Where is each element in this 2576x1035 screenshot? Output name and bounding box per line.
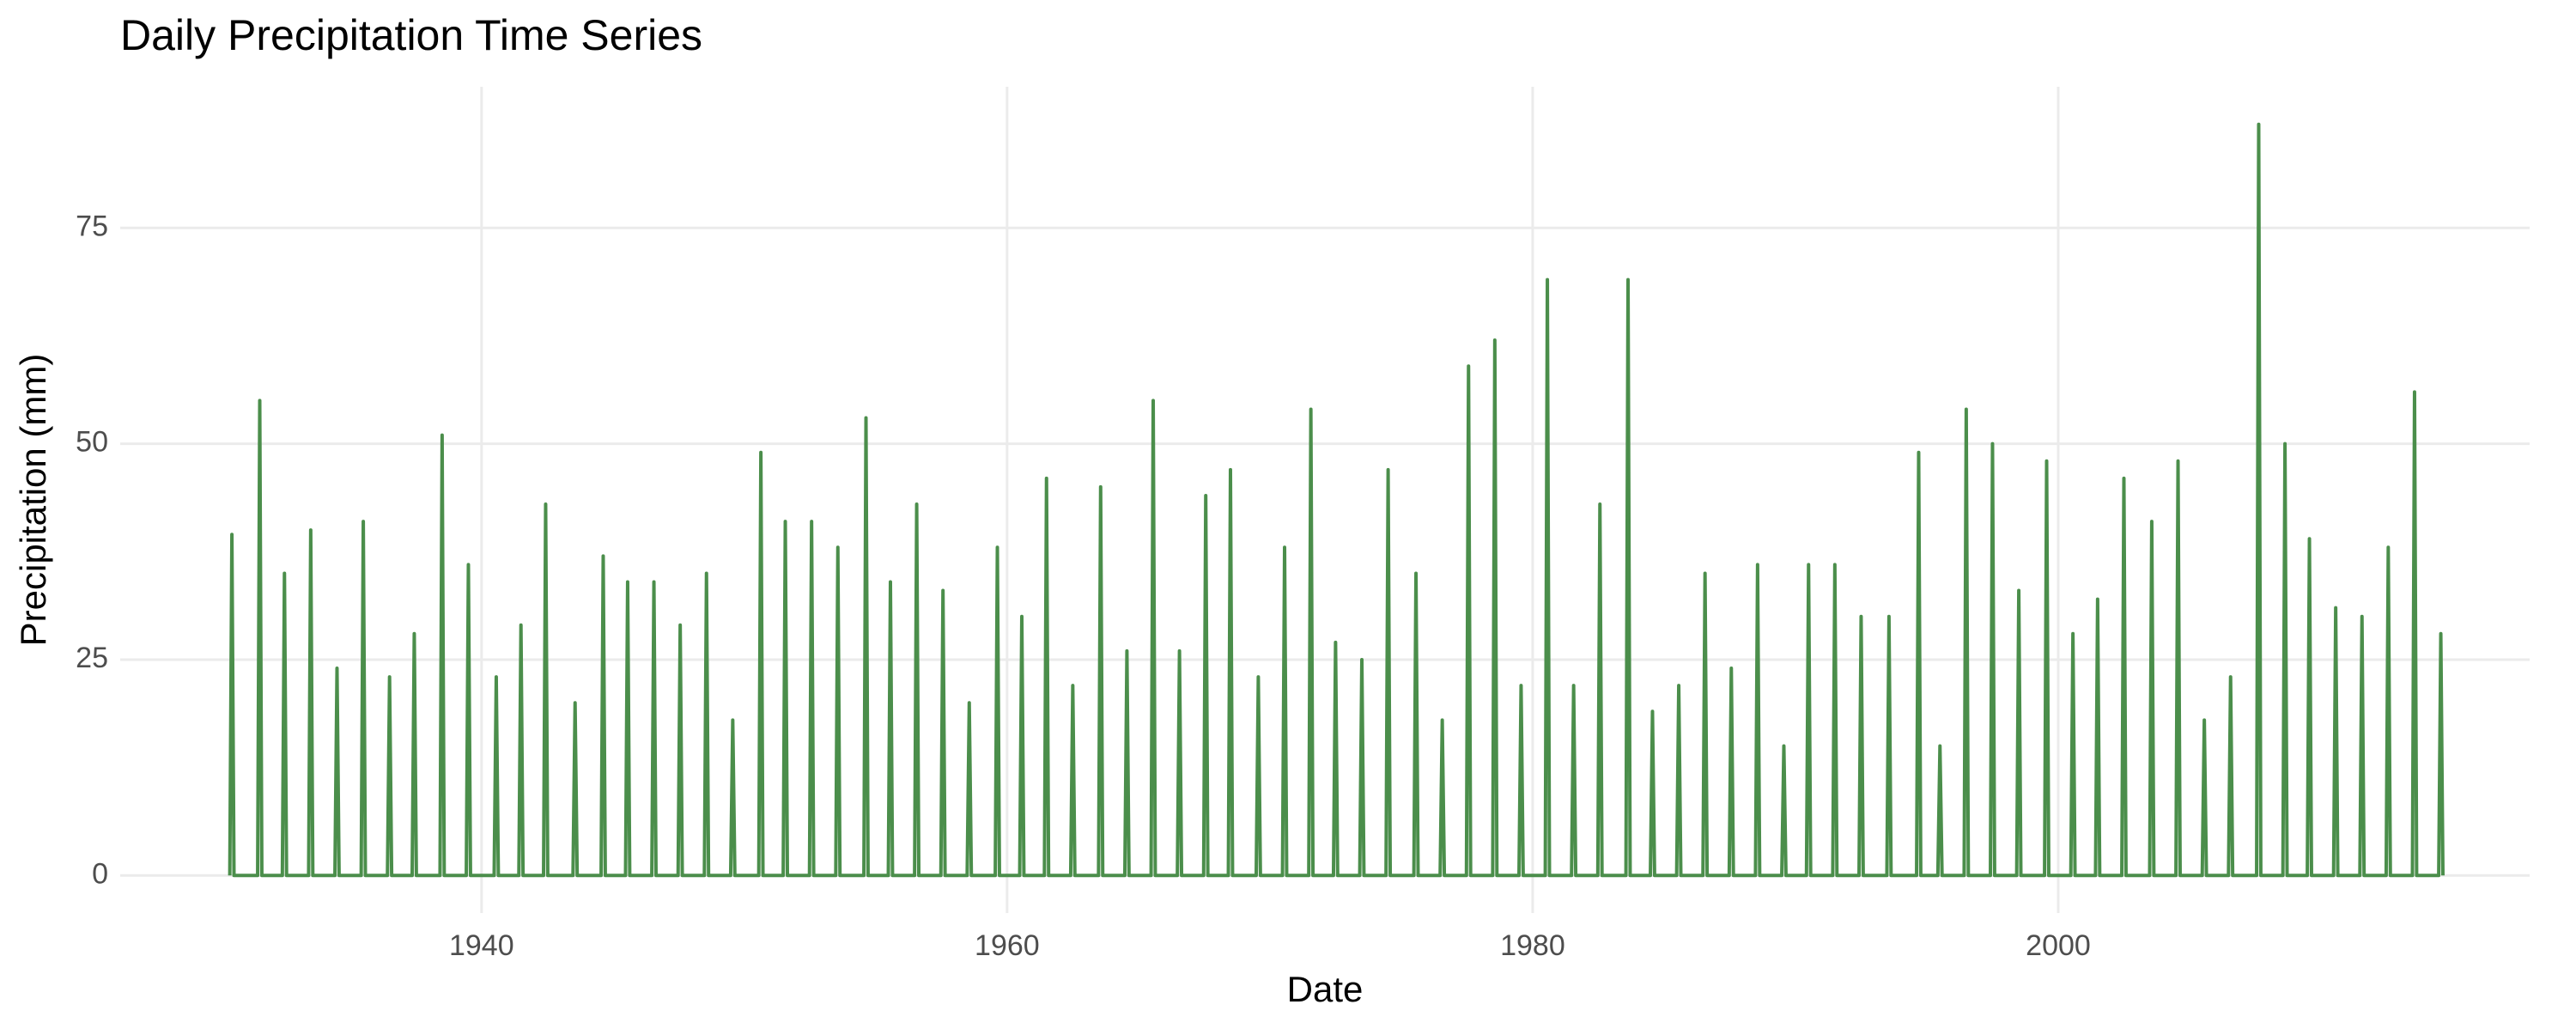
y-axis-title: Precipitation (mm) xyxy=(13,354,53,647)
data-line xyxy=(228,122,2445,878)
chart-title: Daily Precipitation Time Series xyxy=(120,11,702,59)
x-tick-label: 1980 xyxy=(1500,929,1565,962)
y-tick-label: 25 xyxy=(76,642,108,674)
y-tick-label: 75 xyxy=(76,210,108,242)
x-tick-label: 1960 xyxy=(975,929,1040,962)
y-tick-label: 0 xyxy=(92,857,108,890)
y-tick-label: 50 xyxy=(76,426,108,459)
x-axis-title: Date xyxy=(1287,969,1364,1009)
x-tick-label: 1940 xyxy=(449,929,514,962)
x-tick-label: 2000 xyxy=(2026,929,2091,962)
